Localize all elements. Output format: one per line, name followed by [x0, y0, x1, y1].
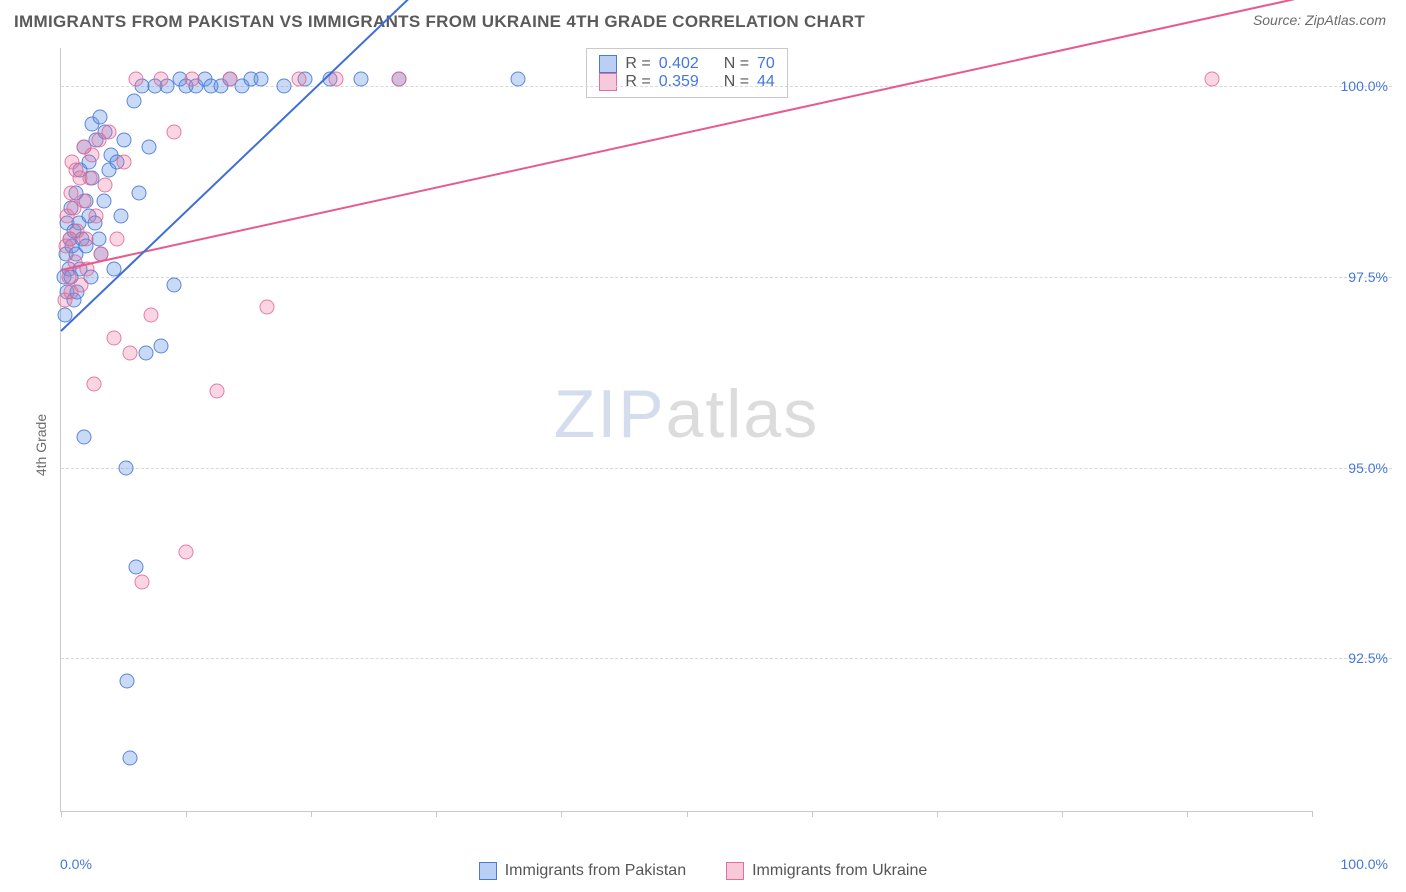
data-point	[114, 208, 129, 223]
x-tick	[1312, 811, 1313, 817]
x-tick	[61, 811, 62, 817]
r-label: R =	[625, 55, 650, 73]
data-point	[354, 71, 369, 86]
gridline	[61, 86, 1392, 87]
legend-swatch-pakistan	[479, 862, 497, 880]
data-point	[222, 71, 237, 86]
data-point	[185, 71, 200, 86]
data-point	[79, 231, 94, 246]
data-point	[154, 71, 169, 86]
chart-area: 4th Grade ZIPatlas R = 0.402 N = 70 R = …	[14, 48, 1392, 842]
data-point	[154, 338, 169, 353]
data-point	[131, 185, 146, 200]
r-label: R =	[625, 73, 650, 91]
data-point	[122, 750, 137, 765]
legend-label-pakistan: Immigrants from Pakistan	[505, 862, 686, 880]
data-point	[101, 124, 116, 139]
data-point	[126, 94, 141, 109]
data-point	[122, 346, 137, 361]
data-point	[110, 231, 125, 246]
data-point	[82, 170, 97, 185]
data-point	[119, 460, 134, 475]
source-label: Source: ZipAtlas.com	[1253, 12, 1386, 28]
data-point	[260, 300, 275, 315]
gridline	[61, 277, 1392, 278]
legend-swatch-ukraine	[726, 862, 744, 880]
legend-swatch-pakistan	[599, 55, 617, 73]
legend-item-ukraine: Immigrants from Ukraine	[726, 862, 927, 880]
y-axis-label: 4th Grade	[33, 414, 49, 476]
bottom-legend: Immigrants from Pakistan Immigrants from…	[0, 862, 1406, 880]
y-tick-label: 92.5%	[1348, 650, 1388, 666]
data-point	[166, 277, 181, 292]
data-point	[510, 71, 525, 86]
trend-line	[61, 0, 1312, 271]
plot-region: ZIPatlas R = 0.402 N = 70 R = 0.359 N = …	[60, 48, 1312, 812]
data-point	[120, 674, 135, 689]
n-label: N =	[724, 73, 749, 91]
legend-swatch-ukraine	[599, 73, 617, 91]
data-point	[86, 376, 101, 391]
data-point	[74, 277, 89, 292]
data-point	[89, 208, 104, 223]
data-point	[129, 71, 144, 86]
x-tick	[436, 811, 437, 817]
data-point	[85, 147, 100, 162]
chart-title: IMMIGRANTS FROM PAKISTAN VS IMMIGRANTS F…	[14, 12, 865, 32]
data-point	[129, 559, 144, 574]
data-point	[276, 79, 291, 94]
x-tick	[1062, 811, 1063, 817]
data-point	[76, 430, 91, 445]
legend-label-ukraine: Immigrants from Ukraine	[752, 862, 927, 880]
y-tick-label: 100.0%	[1341, 78, 1388, 94]
x-tick	[937, 811, 938, 817]
data-point	[291, 71, 306, 86]
x-tick	[1187, 811, 1188, 817]
watermark: ZIPatlas	[554, 375, 819, 453]
r-value-ukraine: 0.359	[659, 73, 699, 91]
data-point	[96, 193, 111, 208]
x-tick	[812, 811, 813, 817]
data-point	[166, 124, 181, 139]
data-point	[391, 71, 406, 86]
gridline	[61, 468, 1392, 469]
data-point	[139, 346, 154, 361]
n-value-pakistan: 70	[757, 55, 775, 73]
x-tick	[687, 811, 688, 817]
data-point	[106, 330, 121, 345]
r-value-pakistan: 0.402	[659, 55, 699, 73]
data-point	[116, 132, 131, 147]
gridline	[61, 658, 1392, 659]
data-point	[76, 193, 91, 208]
y-tick-label: 95.0%	[1348, 460, 1388, 476]
data-point	[210, 384, 225, 399]
data-point	[1204, 71, 1219, 86]
x-tick	[561, 811, 562, 817]
data-point	[179, 544, 194, 559]
x-tick	[186, 811, 187, 817]
n-value-ukraine: 44	[757, 73, 775, 91]
data-point	[254, 71, 269, 86]
data-point	[135, 575, 150, 590]
data-point	[116, 155, 131, 170]
data-point	[144, 308, 159, 323]
data-point	[92, 109, 107, 124]
data-point	[97, 178, 112, 193]
n-label: N =	[724, 55, 749, 73]
data-point	[141, 140, 156, 155]
correlation-legend: R = 0.402 N = 70 R = 0.359 N = 44	[586, 48, 787, 98]
y-tick-label: 97.5%	[1348, 269, 1388, 285]
legend-item-pakistan: Immigrants from Pakistan	[479, 862, 686, 880]
x-tick	[311, 811, 312, 817]
